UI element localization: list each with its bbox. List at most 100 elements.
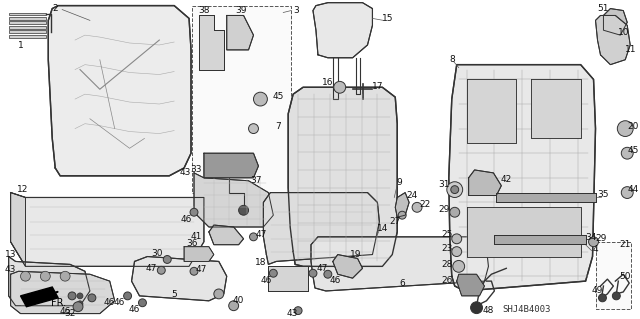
Text: 23: 23 bbox=[441, 244, 452, 253]
Circle shape bbox=[447, 182, 463, 197]
Text: 48: 48 bbox=[483, 306, 494, 315]
Polygon shape bbox=[457, 274, 484, 296]
Text: 25: 25 bbox=[441, 230, 452, 239]
Circle shape bbox=[324, 270, 332, 278]
Polygon shape bbox=[494, 235, 586, 244]
Text: 27: 27 bbox=[390, 217, 401, 226]
Text: SHJ4B4003: SHJ4B4003 bbox=[502, 305, 550, 314]
Polygon shape bbox=[8, 256, 90, 306]
Text: 49: 49 bbox=[592, 286, 603, 295]
Polygon shape bbox=[48, 6, 191, 176]
Circle shape bbox=[412, 202, 422, 212]
Polygon shape bbox=[313, 3, 372, 58]
Text: 34: 34 bbox=[585, 233, 596, 242]
Text: 51: 51 bbox=[598, 4, 609, 13]
Polygon shape bbox=[8, 17, 46, 20]
Polygon shape bbox=[268, 266, 308, 291]
Polygon shape bbox=[467, 79, 516, 143]
Text: 1: 1 bbox=[18, 41, 24, 50]
Text: 46: 46 bbox=[260, 276, 272, 285]
Circle shape bbox=[452, 234, 461, 244]
Text: 26: 26 bbox=[441, 276, 452, 285]
Circle shape bbox=[77, 293, 83, 299]
Text: 32: 32 bbox=[65, 309, 76, 318]
Circle shape bbox=[190, 267, 198, 275]
Text: 14: 14 bbox=[377, 225, 388, 234]
Polygon shape bbox=[264, 193, 380, 264]
Text: 2: 2 bbox=[52, 4, 58, 13]
Circle shape bbox=[398, 211, 406, 219]
Polygon shape bbox=[595, 15, 630, 65]
Text: 31: 31 bbox=[438, 180, 449, 189]
Circle shape bbox=[228, 301, 239, 311]
Circle shape bbox=[450, 207, 460, 217]
Text: 16: 16 bbox=[322, 78, 333, 87]
Text: 47: 47 bbox=[146, 264, 157, 273]
Text: 40: 40 bbox=[233, 296, 244, 305]
Text: 20: 20 bbox=[627, 122, 639, 131]
Polygon shape bbox=[8, 21, 46, 24]
Text: 15: 15 bbox=[381, 14, 393, 23]
Polygon shape bbox=[227, 15, 253, 50]
Circle shape bbox=[138, 299, 147, 307]
Text: FR.: FR. bbox=[51, 298, 66, 308]
Text: 28: 28 bbox=[441, 260, 452, 269]
Text: 8: 8 bbox=[449, 55, 454, 64]
Polygon shape bbox=[184, 247, 214, 262]
Text: 45: 45 bbox=[273, 92, 284, 100]
Text: 44: 44 bbox=[628, 185, 639, 194]
Polygon shape bbox=[497, 193, 595, 202]
Text: 46: 46 bbox=[129, 305, 140, 314]
Text: 41: 41 bbox=[190, 232, 202, 241]
Polygon shape bbox=[8, 30, 46, 33]
Text: 9: 9 bbox=[396, 178, 402, 187]
Circle shape bbox=[73, 302, 83, 312]
Circle shape bbox=[618, 121, 633, 137]
Polygon shape bbox=[11, 271, 115, 314]
Polygon shape bbox=[20, 287, 58, 307]
Text: 29: 29 bbox=[438, 205, 449, 214]
Circle shape bbox=[309, 269, 317, 277]
Polygon shape bbox=[449, 65, 595, 291]
Circle shape bbox=[88, 294, 96, 302]
Circle shape bbox=[612, 292, 620, 300]
Circle shape bbox=[77, 301, 83, 307]
Text: 42: 42 bbox=[500, 175, 512, 184]
Text: 39: 39 bbox=[235, 6, 246, 15]
Circle shape bbox=[470, 302, 483, 314]
Polygon shape bbox=[467, 207, 580, 256]
Text: 24: 24 bbox=[406, 191, 418, 200]
Text: 5: 5 bbox=[172, 290, 177, 300]
Circle shape bbox=[621, 187, 633, 198]
Text: 17: 17 bbox=[372, 82, 383, 91]
Circle shape bbox=[452, 260, 465, 272]
Text: 13: 13 bbox=[5, 250, 17, 259]
Text: 43: 43 bbox=[5, 265, 16, 274]
Polygon shape bbox=[8, 35, 46, 38]
Text: 46: 46 bbox=[180, 215, 192, 224]
Circle shape bbox=[294, 307, 302, 315]
Circle shape bbox=[124, 292, 132, 300]
Text: 50: 50 bbox=[620, 272, 631, 281]
Polygon shape bbox=[11, 193, 26, 266]
Circle shape bbox=[60, 271, 70, 281]
Text: 7: 7 bbox=[275, 122, 281, 131]
Circle shape bbox=[253, 92, 268, 106]
Circle shape bbox=[452, 247, 461, 256]
Circle shape bbox=[598, 294, 607, 302]
Polygon shape bbox=[194, 173, 273, 227]
Text: 46: 46 bbox=[114, 298, 125, 307]
Polygon shape bbox=[8, 12, 46, 15]
Text: 47: 47 bbox=[256, 230, 267, 239]
Text: 19: 19 bbox=[350, 250, 362, 259]
Bar bbox=[595, 242, 631, 309]
Polygon shape bbox=[604, 9, 627, 35]
Circle shape bbox=[190, 208, 198, 216]
Circle shape bbox=[239, 205, 248, 215]
Polygon shape bbox=[8, 26, 46, 29]
Circle shape bbox=[163, 256, 172, 263]
Polygon shape bbox=[311, 237, 488, 291]
Text: 12: 12 bbox=[17, 185, 28, 194]
Polygon shape bbox=[132, 256, 227, 301]
Text: 11: 11 bbox=[625, 45, 637, 55]
